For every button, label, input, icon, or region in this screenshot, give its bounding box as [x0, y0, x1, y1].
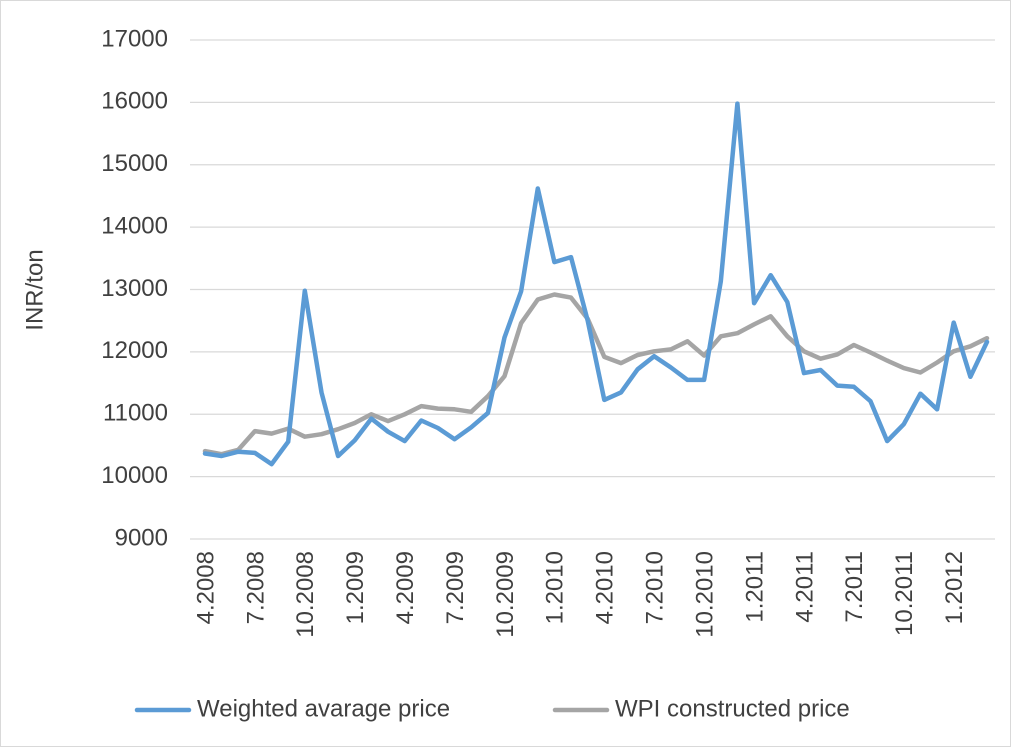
- x-tick-label: 1.2010: [542, 551, 569, 624]
- y-tick-label: 13000: [101, 275, 168, 302]
- x-tick-label: 4.2011: [791, 551, 818, 623]
- y-tick-label: 10000: [101, 462, 168, 489]
- x-tick-label: 7.2010: [642, 551, 669, 624]
- x-tick-label: 4.2008: [192, 551, 219, 624]
- x-tick-label: 7.2008: [242, 551, 269, 624]
- y-tick-label: 12000: [101, 337, 168, 364]
- y-tick-label: 11000: [103, 400, 168, 427]
- x-tick-label: 4.2009: [392, 551, 419, 624]
- x-tick-label: 1.2012: [941, 551, 968, 624]
- x-tick-label: 7.2009: [442, 551, 469, 624]
- x-tick-label: 4.2010: [592, 551, 619, 624]
- y-axis-label: INR/ton: [21, 249, 48, 330]
- x-tick-label: 10.2010: [691, 551, 718, 638]
- x-tick-label: 10.2011: [891, 551, 918, 636]
- x-tick-label: 1.2011: [741, 551, 768, 623]
- data-line: [202, 292, 990, 457]
- x-tick-label: 7.2011: [841, 551, 868, 623]
- x-tick-label: 1.2009: [342, 551, 369, 624]
- y-tick-label: 9000: [115, 524, 168, 551]
- y-tick-label: 15000: [101, 150, 168, 177]
- x-tick-label: 10.2009: [492, 551, 519, 638]
- y-tick-label: 16000: [101, 88, 168, 115]
- y-tick-label: 14000: [101, 212, 168, 239]
- legend-label: Weighted avarage price: [197, 695, 450, 722]
- data-line: [202, 101, 990, 467]
- y-tick-label: 17000: [101, 25, 168, 52]
- legend-label: WPI constructed price: [615, 695, 850, 722]
- x-tick-label: 10.2008: [292, 551, 319, 638]
